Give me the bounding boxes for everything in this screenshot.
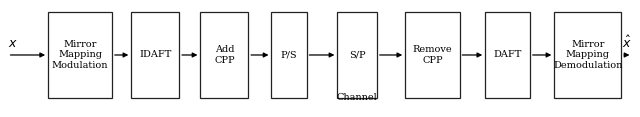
Bar [554,12,621,98]
Bar [405,12,460,98]
Bar [337,12,377,98]
Text: Add
CPP: Add CPP [214,45,235,65]
Text: Remove
CPP: Remove CPP [413,45,452,65]
Bar [131,12,179,98]
Text: Mirror
Mapping
Demodulation: Mirror Mapping Demodulation [553,40,623,70]
Text: $x$: $x$ [8,37,17,50]
Bar [200,12,248,98]
Text: $\hat{x}$: $\hat{x}$ [623,35,632,51]
Bar [48,12,112,98]
Bar [485,12,530,98]
Text: Mirror
Mapping
Modulation: Mirror Mapping Modulation [52,40,108,70]
Text: S/P: S/P [349,51,365,59]
Text: DAFT: DAFT [493,51,522,59]
Text: P/S: P/S [281,51,297,59]
Text: Channel: Channel [337,93,378,102]
Text: IDAFT: IDAFT [139,51,172,59]
Bar [271,12,307,98]
